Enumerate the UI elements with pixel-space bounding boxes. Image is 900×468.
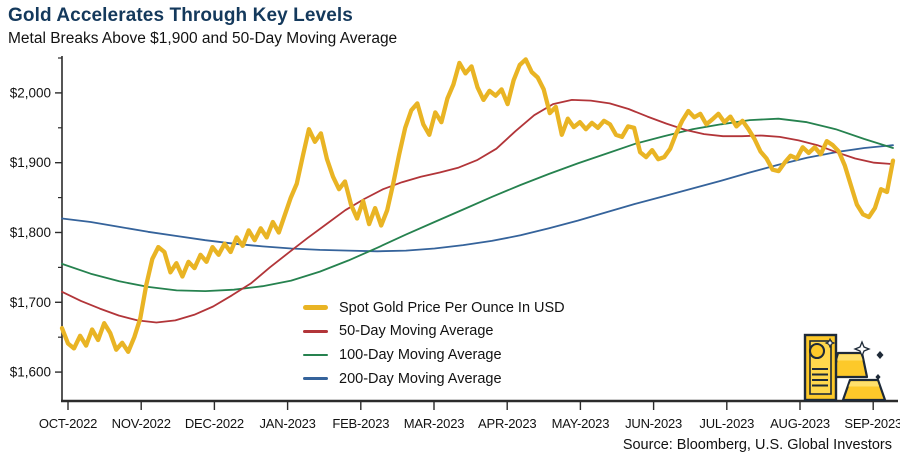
x-tick-label: MAR-2023 bbox=[404, 416, 465, 431]
series-line-spot bbox=[59, 57, 896, 354]
y-tick-label: $1,800 bbox=[10, 225, 51, 240]
x-tick-label: SEP-2023 bbox=[844, 416, 900, 431]
y-tick-label: $1,700 bbox=[10, 295, 51, 310]
y-tick-label: $2,000 bbox=[10, 85, 51, 100]
legend-item-ma200: 200-Day Moving Average bbox=[303, 367, 565, 391]
legend-label-ma50: 50-Day Moving Average bbox=[339, 323, 494, 340]
legend-swatch-ma200 bbox=[303, 377, 328, 380]
legend-swatch-ma50 bbox=[303, 330, 328, 333]
x-tick-label: FEB-2023 bbox=[332, 416, 389, 431]
x-tick-label: DEC-2022 bbox=[185, 416, 244, 431]
legend-item-spot: Spot Gold Price Per Ounce In USD bbox=[303, 296, 565, 320]
x-tick-label: APR-2023 bbox=[478, 416, 536, 431]
series-line-ma200 bbox=[61, 144, 894, 253]
source-note: Source: Bloomberg, U.S. Global Investors bbox=[622, 437, 892, 453]
x-tick-label: OCT-2022 bbox=[39, 416, 97, 431]
legend-item-ma100: 100-Day Moving Average bbox=[303, 343, 565, 367]
gold-ingot-front-shine bbox=[848, 381, 880, 387]
coin-icon bbox=[808, 342, 826, 360]
series-line-ma50 bbox=[61, 99, 894, 324]
sparkle-icon bbox=[824, 337, 836, 349]
y-tick-label: $1,900 bbox=[10, 155, 51, 170]
legend-item-ma50: 50-Day Moving Average bbox=[303, 320, 565, 344]
chart-subtitle: Metal Breaks Above $1,900 and 50-Day Mov… bbox=[8, 30, 398, 47]
diamond-sparkle-icon bbox=[875, 374, 881, 380]
x-tick-label: MAY-2023 bbox=[552, 416, 610, 431]
chart-legend: Spot Gold Price Per Ounce In USD 50-Day M… bbox=[303, 296, 565, 390]
chart-title: Gold Accelerates Through Key Levels bbox=[8, 5, 353, 26]
gold-ingot-back-shine bbox=[836, 354, 863, 361]
diamond-sparkle-icon bbox=[876, 351, 884, 359]
x-tick-label: AUG-2023 bbox=[770, 416, 830, 431]
sparkle-icon bbox=[853, 340, 871, 358]
gold-bars-icon bbox=[803, 333, 887, 402]
legend-swatch-spot bbox=[303, 305, 328, 311]
x-tick-label: JAN-2023 bbox=[259, 416, 315, 431]
x-tick-label: JUL-2023 bbox=[699, 416, 754, 431]
y-tick-label: $1,600 bbox=[10, 365, 51, 380]
x-tick-label: NOV-2022 bbox=[112, 416, 171, 431]
legend-label-ma200: 200-Day Moving Average bbox=[339, 370, 502, 387]
legend-swatch-ma100 bbox=[303, 353, 328, 357]
legend-label-spot: Spot Gold Price Per Ounce In USD bbox=[339, 299, 565, 316]
legend-label-ma100: 100-Day Moving Average bbox=[339, 346, 502, 363]
series-line-ma100 bbox=[61, 117, 894, 293]
x-tick-label: JUN-2023 bbox=[625, 416, 682, 431]
